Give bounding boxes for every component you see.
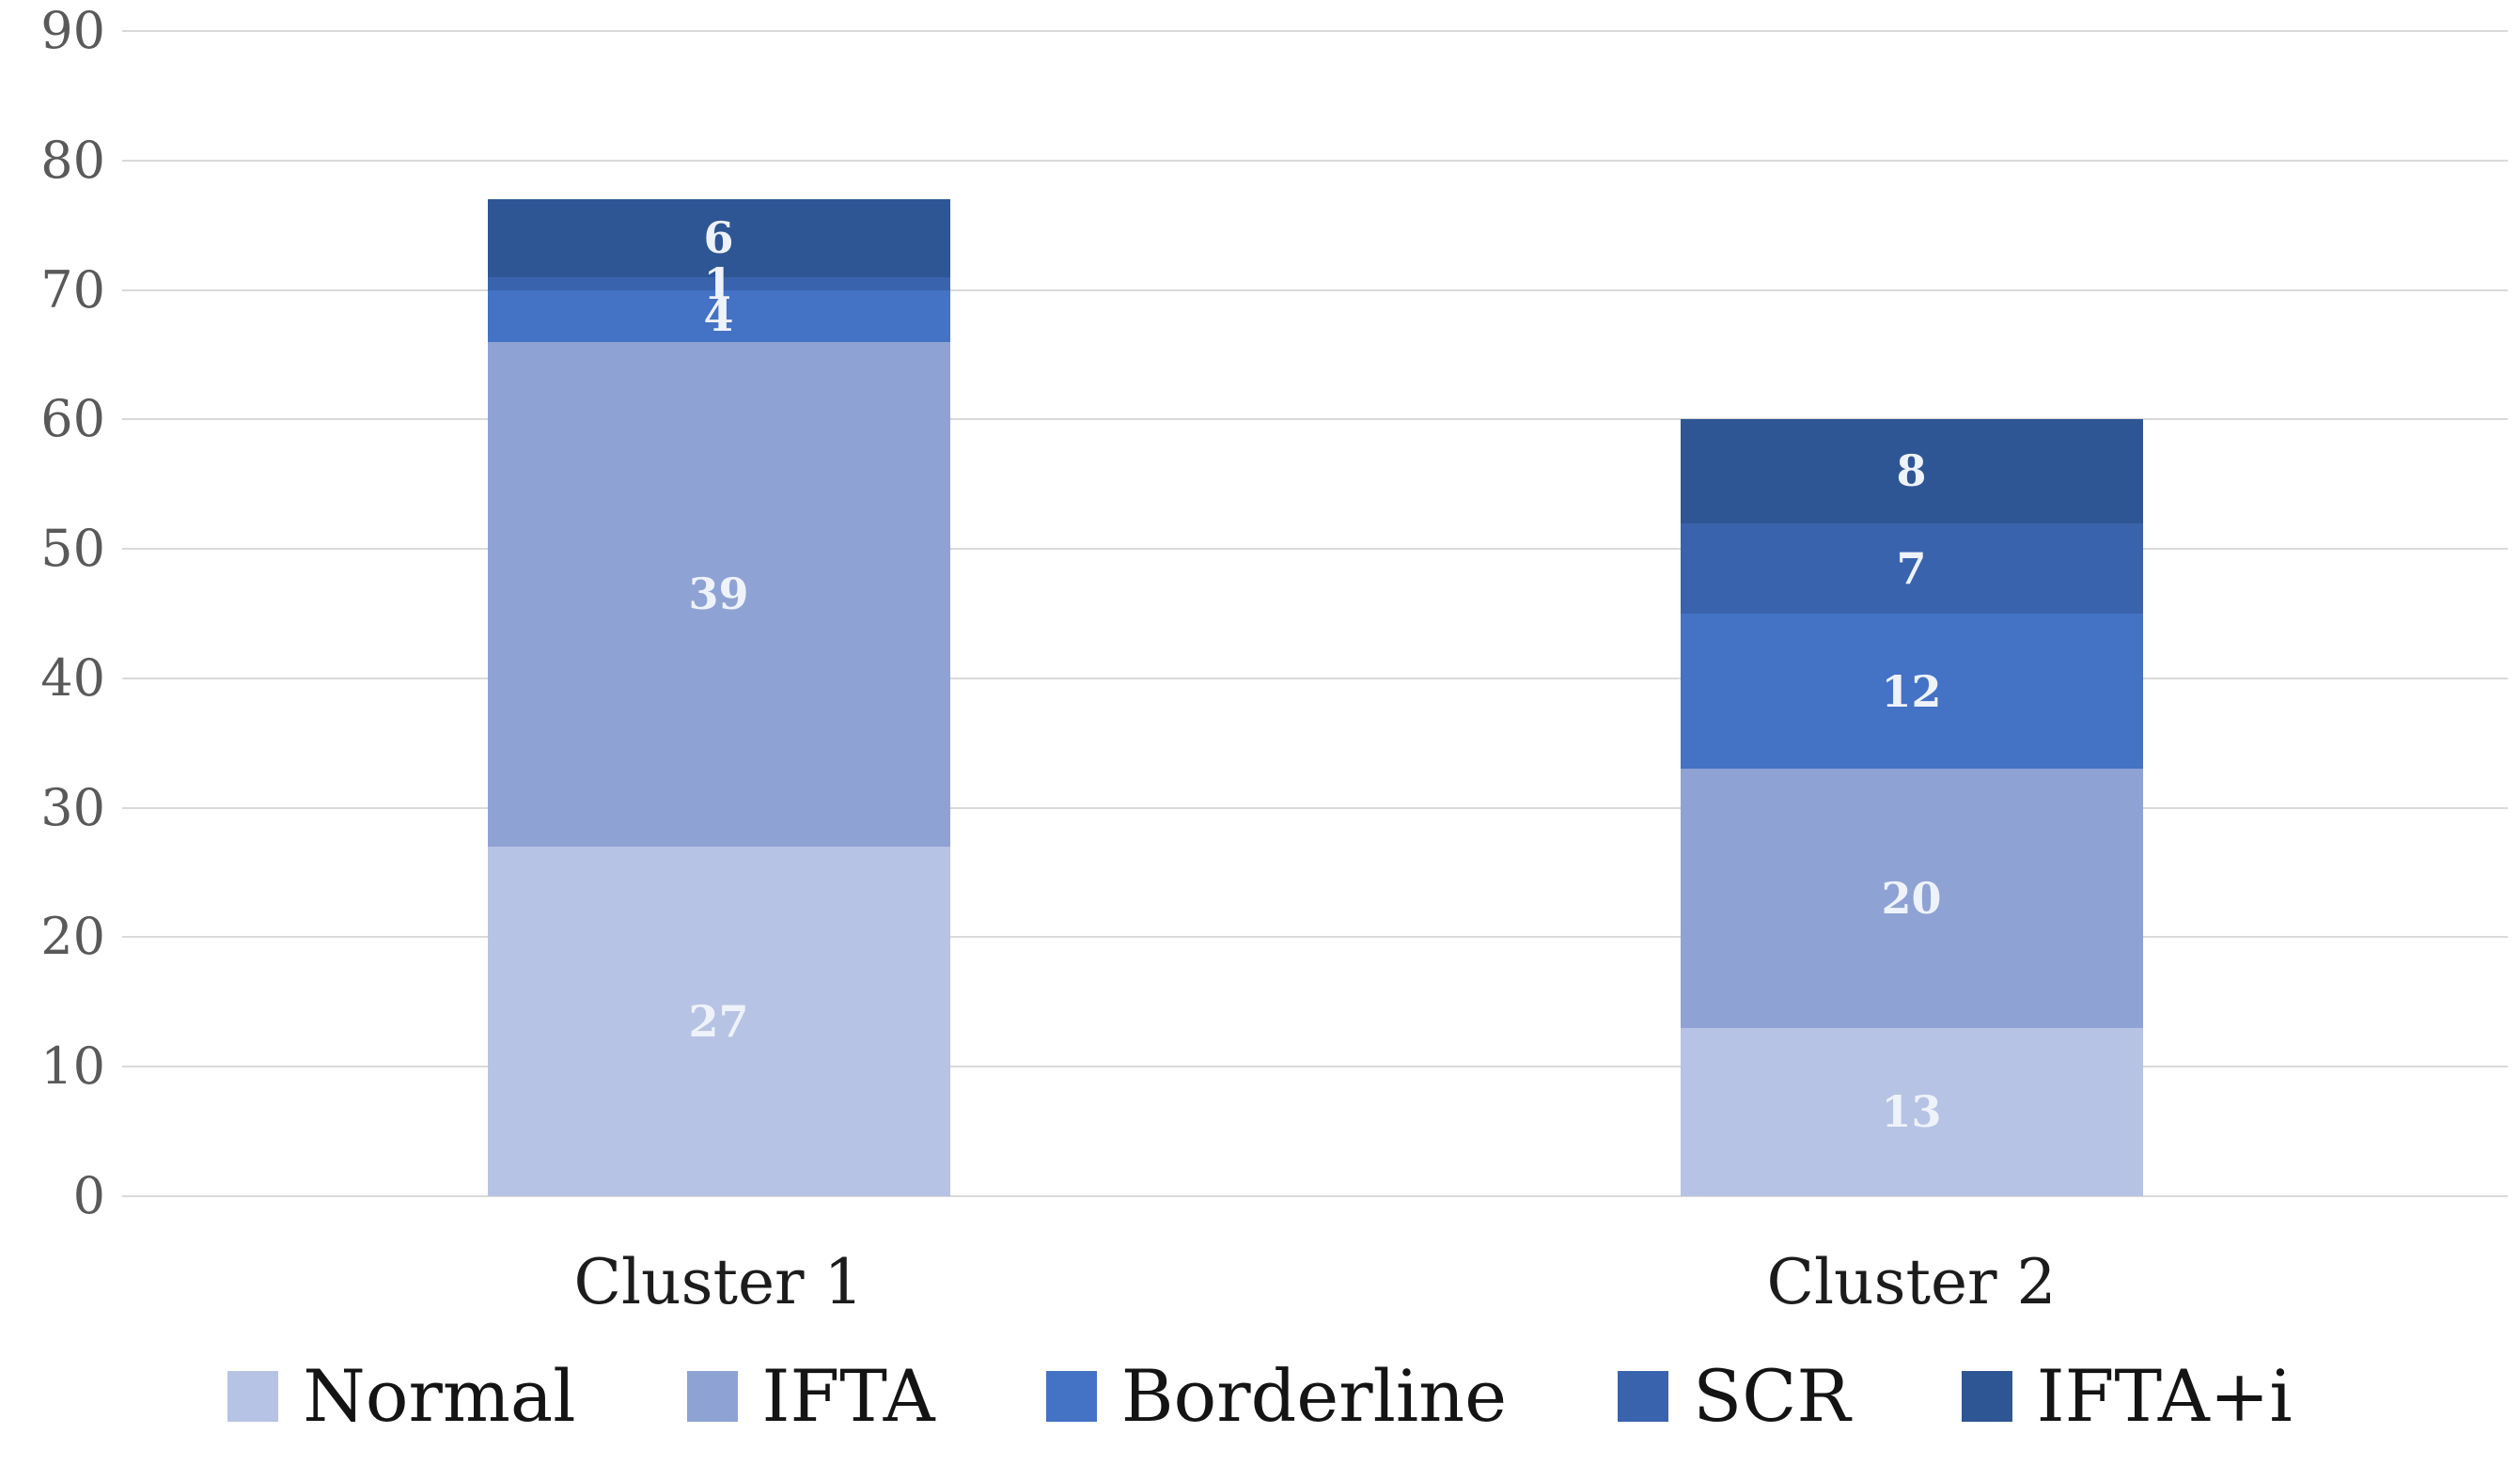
legend-item-scr: SCR: [1618, 1354, 1851, 1438]
y-axis-tick-0: 0: [72, 1166, 105, 1225]
gridline-y-10: [122, 1066, 2508, 1068]
category-label-cluster-1: Cluster 1: [573, 1246, 864, 1318]
legend-swatch-ifta-i: [1961, 1371, 2012, 1422]
data-label-ifta-cluster-2: 20: [1881, 873, 1942, 925]
data-label-scr-cluster-1: 1: [703, 257, 734, 309]
y-axis-tick-50: 50: [40, 519, 105, 579]
gridline-y-20: [122, 936, 2508, 939]
bar-segment-borderline-cluster-1: 4: [487, 289, 950, 342]
gridline-y-70: [122, 288, 2508, 291]
legend-swatch-ifta: [686, 1371, 738, 1422]
legend-item-borderline: Borderline: [1045, 1354, 1508, 1438]
data-label-ifta-i-cluster-2: 8: [1896, 445, 1927, 497]
y-axis-tick-60: 60: [40, 389, 105, 449]
data-label-normal-cluster-1: 27: [688, 996, 749, 1047]
bar-segment-ifta-cluster-2: 20: [1680, 769, 2143, 1028]
data-label-scr-cluster-2: 7: [1896, 542, 1927, 594]
y-axis-tick-80: 80: [40, 130, 105, 190]
gridline-y-60: [122, 418, 2508, 421]
bar-segment-normal-cluster-2: 13: [1680, 1027, 2143, 1196]
y-axis-tick-30: 30: [40, 777, 105, 837]
legend-item-ifta: IFTA: [686, 1354, 935, 1438]
bar-segment-scr-cluster-1: 1: [487, 262, 950, 305]
data-label-ifta-i-cluster-1: 6: [703, 212, 734, 264]
legend-item-normal: Normal: [227, 1354, 576, 1438]
gridline-y-0: [122, 1195, 2508, 1197]
y-axis-tick-90: 90: [40, 1, 105, 60]
legend-swatch-borderline: [1045, 1371, 1097, 1422]
bar-segment-borderline-cluster-2: 12: [1680, 614, 2143, 770]
category-label-cluster-2: Cluster 2: [1766, 1246, 2057, 1318]
y-axis-tick-20: 20: [40, 907, 105, 967]
gridline-y-30: [122, 806, 2508, 809]
y-axis-tick-70: 70: [40, 259, 105, 319]
bar-segment-scr-cluster-2: 7: [1680, 522, 2143, 614]
legend-label-borderline: Borderline: [1120, 1354, 1508, 1438]
y-axis-tick-40: 40: [40, 647, 105, 708]
data-label-ifta-cluster-1: 39: [688, 569, 749, 620]
bar-segment-ifta-i-cluster-2: 8: [1680, 419, 2143, 523]
legend-swatch-normal: [227, 1371, 279, 1422]
gridline-y-90: [122, 30, 2508, 32]
legend-label-normal: Normal: [303, 1354, 576, 1438]
data-label-normal-cluster-2: 13: [1881, 1086, 1942, 1138]
legend-swatch-scr: [1618, 1371, 1669, 1422]
legend-item-ifta-i: IFTA+i: [1961, 1354, 2293, 1438]
gridline-y-50: [122, 548, 2508, 551]
y-axis-tick-10: 10: [40, 1036, 105, 1097]
bar-segment-ifta-cluster-1: 39: [487, 341, 950, 847]
data-label-borderline-cluster-1: 4: [703, 290, 734, 342]
legend-label-ifta: IFTA: [761, 1354, 935, 1438]
chart-legend: Normal IFTA Borderline SCR IFTA+i: [0, 1361, 2520, 1432]
legend-label-ifta-i: IFTA+i: [2036, 1354, 2293, 1438]
gridline-y-40: [122, 677, 2508, 679]
legend-label-scr: SCR: [1693, 1354, 1851, 1438]
gridline-y-80: [122, 159, 2508, 162]
bar-segment-normal-cluster-1: 27: [487, 847, 950, 1196]
data-label-borderline-cluster-2: 12: [1881, 665, 1942, 717]
bar-segment-ifta-i-cluster-1: 6: [487, 199, 950, 277]
